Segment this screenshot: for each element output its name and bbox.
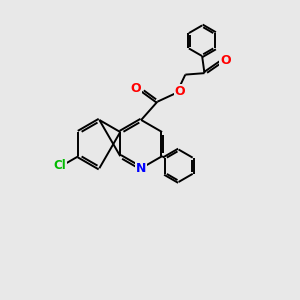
Text: O: O bbox=[175, 85, 185, 98]
Text: O: O bbox=[220, 54, 231, 67]
Text: O: O bbox=[131, 82, 142, 95]
Text: N: N bbox=[136, 162, 146, 175]
Text: Cl: Cl bbox=[53, 158, 66, 172]
